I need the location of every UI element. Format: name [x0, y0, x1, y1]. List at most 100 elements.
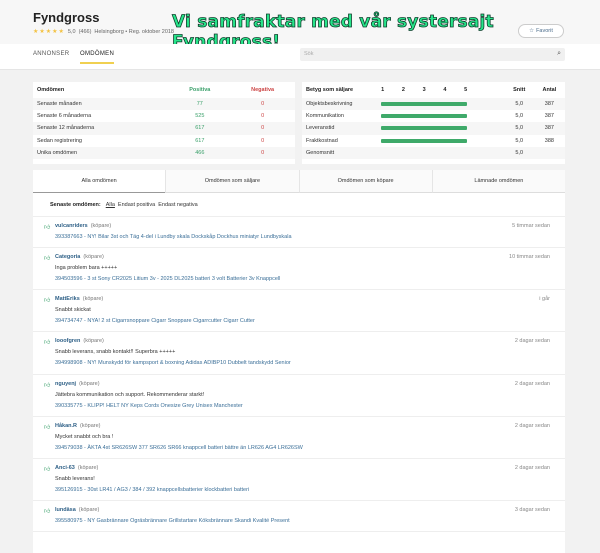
row-label: Senaste 12 månaderna [33, 122, 170, 135]
filter-negative[interactable]: Endast negativa [158, 201, 198, 208]
item-link[interactable]: 394998908 - NY! Munskydd för kampsport &… [55, 360, 291, 367]
row-label: Sedan registrering [37, 137, 82, 144]
reviewer-link[interactable]: MattEriks [55, 296, 80, 303]
item-link[interactable]: 395126915 - 30st LR41 / AG3 / 384 / 392 … [55, 486, 250, 493]
rating-avg: 5,0 [504, 98, 534, 111]
star-icon: ☆ [529, 28, 535, 34]
review-text: Mycket snabbt och bra ! [55, 433, 114, 440]
positive-count: 525 [195, 113, 205, 120]
reviewer-link[interactable]: nguyenj [55, 380, 77, 387]
tab-given-reviews[interactable]: Lämnade omdömen [431, 170, 565, 193]
rating-label: Kommunikation [306, 113, 344, 120]
negative-header: Negativa [251, 87, 275, 93]
nav-bar: ANNONSER OMDÖMEN Sök ⌕ [0, 44, 600, 70]
tab-annonser[interactable]: ANNONSER [33, 51, 70, 57]
search-icon[interactable]: ⌕ [557, 50, 561, 57]
rating-bar [381, 114, 468, 119]
reviewer-role: (köpare) [83, 254, 104, 261]
review-time: 5 timmar sedan [512, 223, 550, 229]
item-link[interactable]: 393387663 - NY! Bilar 3st och Täg 4-del … [55, 234, 292, 240]
thumbs-up-icon: 👍︎ [44, 466, 51, 473]
reviewer-link[interactable]: Anci-63 [55, 464, 75, 471]
search-input[interactable]: Sök ⌕ [300, 48, 565, 61]
summary-row: Sedan registrering 617 0 [33, 135, 295, 147]
favorite-label: Favorit [536, 28, 553, 34]
positive-count: 617 [195, 137, 205, 144]
review-item: 👍︎ MattEriks (köpare) i går Snabbt skickat 39… [33, 290, 565, 333]
summary-row: Senaste månaden 77 0 [33, 98, 295, 111]
thumbs-up-icon: 👍︎ [44, 225, 51, 231]
tab-buyer-reviews[interactable]: Omdömen som köpare [298, 170, 432, 193]
review-list: Senaste omdömen: Alla Endast positiva En… [33, 193, 565, 553]
review-text: Snabb leverans! [55, 475, 95, 482]
rating-label: Objektsbeskrivning [302, 98, 382, 111]
row-label: Senaste 6 månaderna [37, 113, 92, 120]
reviewer-link[interactable]: Håkan.R [55, 422, 78, 429]
review-time: i går [539, 296, 550, 303]
negative-count: 0 [261, 137, 265, 144]
review-tabs: Alla omdömen Omdömen som säljare Omdömen… [33, 170, 565, 193]
review-text: Inga problem bara +++++ [55, 265, 118, 272]
reviewer-link[interactable]: vulcanriders [55, 223, 88, 229]
tab-omdomen[interactable]: OMDÖMEN [80, 51, 115, 64]
reviewer-role: (köpare) [83, 338, 104, 345]
rating-count: 387 [544, 113, 554, 120]
scale-2: 2 [401, 87, 405, 93]
reviewer-role: (köpare) [79, 380, 100, 387]
item-link[interactable]: 394734747 - NYA! 2 st Cigarrsnoppare Cig… [55, 318, 255, 325]
review-item: 👍︎ nguyenj (köpare) 2 dagar sedan Jättebra k… [33, 375, 565, 417]
reviewer-role: (köpare) [77, 464, 99, 471]
rating-count: 387 [533, 122, 565, 135]
positive-count: 466 [169, 146, 231, 159]
total-label: Genomsnitt [302, 146, 382, 159]
rating-count: 387 [533, 98, 565, 111]
rating-row: Fraktkostnad 5,0 388 [302, 135, 565, 147]
shop-title: Fyndgross [33, 10, 100, 25]
thumbs-up-icon: 👍︎ [44, 340, 51, 347]
tab-seller-reviews[interactable]: Omdömen som säljare [165, 170, 299, 193]
rating-bar [381, 126, 468, 131]
reviewer-link[interactable]: looofgren [55, 338, 81, 345]
review-text: Jättebra kommunikation och support. Reko… [55, 391, 205, 398]
item-link[interactable]: 390335775 - KLIPP! HELT NY Keps Cords On… [55, 402, 243, 409]
scale-5: 5 [464, 87, 468, 93]
review-time: 2 dagar sedan [514, 422, 550, 429]
review-item: 👍︎ Håkan.R (köpare) 2 dagar sedan Mycket sna… [33, 417, 565, 459]
rating-label: Fraktkostnad [306, 137, 338, 144]
summary-header: Omdömen [37, 87, 65, 93]
review-time: 2 dagar sedan [514, 338, 550, 345]
favorite-button[interactable]: ☆ Favorit [518, 24, 564, 38]
rating-avg: 5,0 [515, 113, 524, 120]
reviewer-link[interactable]: lundäsa [55, 506, 76, 513]
count-header: Antal [542, 87, 557, 93]
review-item: 👍︎ looofgren (köpare) 2 dagar sedan Snabb le… [33, 332, 565, 375]
reviewer-role: (köpare) [82, 296, 104, 303]
search-placeholder: Sök [304, 51, 314, 57]
item-link[interactable]: 394503596 - 3 st Sony CR2025 Litium 3v -… [55, 276, 281, 283]
reviewer-role: (köpare) [78, 506, 100, 513]
rating-count: 388 [544, 137, 554, 144]
filter-label: Senaste omdömen: [50, 201, 101, 208]
review-time: 2 dagar sedan [514, 380, 550, 387]
rating-bar [381, 138, 468, 143]
scale-1: 1 [381, 87, 385, 93]
filter-all[interactable]: Alla [105, 201, 115, 208]
reviewer-link[interactable]: Categoria [55, 254, 81, 261]
rating-label: Leveranstid [302, 122, 382, 135]
star-rating-icon: ★★★★★ [33, 29, 65, 35]
rating-row: Leveranstid 5,0 387 [302, 122, 565, 135]
summary-row: Senaste 6 månaderna 525 0 [33, 110, 295, 122]
negative-count: 0 [230, 98, 295, 111]
summary-row: Senaste 12 månaderna 617 0 [33, 122, 295, 135]
positive-count: 617 [169, 122, 231, 135]
negative-count: 0 [230, 146, 295, 159]
total-avg: 5,0 [504, 146, 534, 159]
tab-all-reviews[interactable]: Alla omdömen [33, 170, 166, 193]
summary-row: Unika omdömen 466 0 [33, 146, 295, 159]
item-link[interactable]: 395580975 - NY Gasbrännare Ogräsbrännare… [55, 517, 290, 524]
review-time: 2 dagar sedan [514, 464, 550, 471]
filter-positive[interactable]: Endast positiva [117, 201, 156, 208]
negative-count: 0 [230, 122, 295, 135]
review-time: 10 timmar sedan [509, 254, 550, 261]
item-link[interactable]: 394579038 - ÄKTA 4st SR626SW 377 SR626 S… [55, 444, 303, 451]
